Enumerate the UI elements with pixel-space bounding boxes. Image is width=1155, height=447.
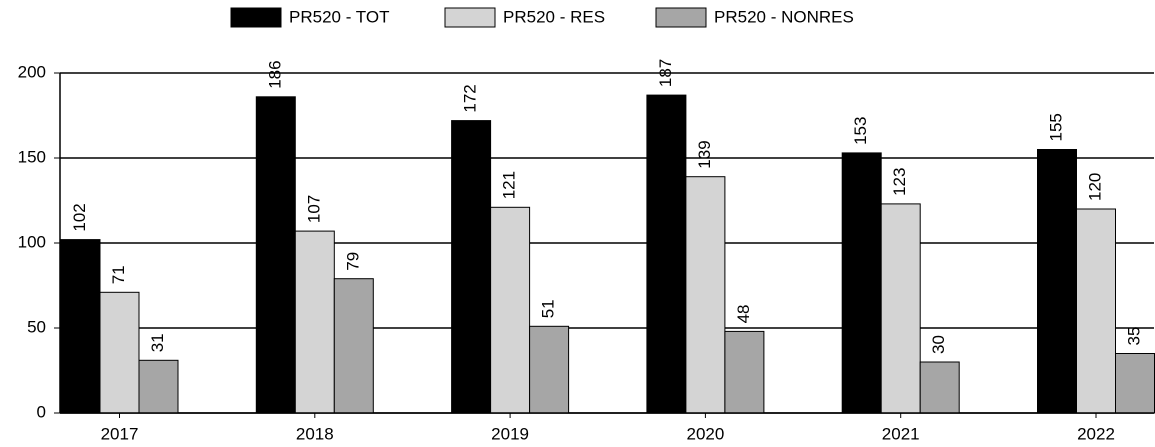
value-label: 51 <box>539 299 558 318</box>
bar <box>490 206 531 414</box>
bar <box>1115 353 1155 414</box>
legend-swatch <box>444 7 496 28</box>
x-tick-label: 2022 <box>1077 424 1115 443</box>
value-label: 186 <box>265 60 284 88</box>
value-label: 187 <box>656 59 675 87</box>
bar <box>1037 149 1077 414</box>
legend-label: PR520 - TOT <box>289 7 389 26</box>
value-label: 30 <box>929 335 948 354</box>
bar <box>919 361 960 414</box>
bar <box>255 96 296 414</box>
legend-label: PR520 - NONRES <box>714 7 854 26</box>
bar <box>1076 208 1116 414</box>
y-tick-label: 50 <box>27 317 46 336</box>
value-label: 172 <box>461 84 480 112</box>
value-label: 139 <box>695 140 714 168</box>
y-tick-label: 0 <box>37 402 46 421</box>
bar <box>841 152 882 414</box>
value-label: 155 <box>1046 113 1065 141</box>
legend-swatch <box>230 7 282 28</box>
value-label: 79 <box>343 252 362 271</box>
legend-swatch <box>655 7 707 28</box>
bar <box>646 94 687 414</box>
bar <box>685 176 726 414</box>
bar <box>724 330 765 414</box>
value-label: 71 <box>109 265 128 284</box>
bar <box>333 278 374 414</box>
value-label: 123 <box>890 168 909 196</box>
bar <box>294 230 335 414</box>
x-tick-label: 2018 <box>296 424 334 443</box>
value-label: 102 <box>70 203 89 231</box>
bar <box>60 239 101 414</box>
bar <box>451 120 492 414</box>
bar <box>880 203 921 414</box>
bar <box>529 325 570 414</box>
y-tick-label: 100 <box>18 232 46 251</box>
value-label: 120 <box>1085 173 1104 201</box>
value-label: 107 <box>304 195 323 223</box>
x-tick-label: 2020 <box>686 424 724 443</box>
value-label: 121 <box>500 171 519 199</box>
x-tick-label: 2017 <box>101 424 139 443</box>
value-label: 48 <box>734 304 753 323</box>
y-tick-label: 200 <box>18 62 46 81</box>
legend-label: PR520 - RES <box>503 7 605 26</box>
value-label: 31 <box>148 333 167 352</box>
x-tick-label: 2019 <box>491 424 529 443</box>
bar <box>99 291 140 414</box>
y-tick-label: 150 <box>18 147 46 166</box>
x-tick-label: 2021 <box>882 424 920 443</box>
bar <box>138 359 179 414</box>
value-label: 153 <box>851 117 870 145</box>
value-label: 35 <box>1124 327 1143 346</box>
